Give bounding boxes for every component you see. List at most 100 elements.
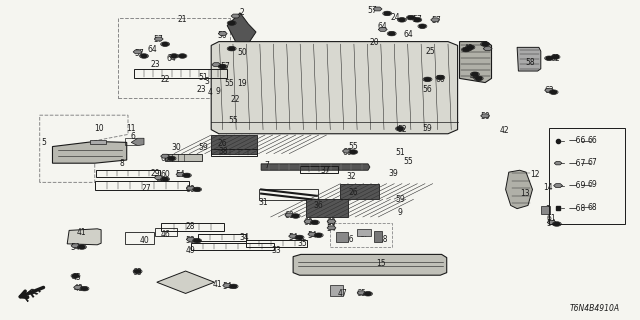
Circle shape [552,55,559,59]
Circle shape [463,48,469,51]
Bar [165,154,202,161]
Bar [541,206,550,214]
Bar [191,243,274,250]
Text: 26: 26 [218,139,228,148]
Text: —67: —67 [568,159,586,168]
Bar [549,128,625,224]
Text: 48: 48 [73,284,83,293]
Text: 41: 41 [77,228,87,237]
Text: 54: 54 [288,233,298,242]
Circle shape [141,54,147,58]
Text: 17: 17 [358,230,369,239]
Circle shape [72,274,79,277]
Text: 23: 23 [196,85,207,94]
Polygon shape [506,170,532,209]
Bar [330,223,392,247]
Circle shape [467,46,474,49]
Text: 26: 26 [348,188,358,197]
Text: 60: 60 [342,148,352,156]
Text: 34: 34 [239,233,250,242]
Circle shape [388,32,395,35]
Text: 59: 59 [395,195,405,204]
Bar [125,138,136,145]
Text: 60: 60 [284,212,294,220]
Text: 57: 57 [154,35,164,44]
Circle shape [230,285,237,288]
Polygon shape [74,285,83,289]
Polygon shape [211,42,458,134]
Bar [211,135,257,154]
Text: 57: 57 [367,6,378,15]
Text: 43: 43 [463,44,474,53]
Text: 27: 27 [141,184,151,193]
Circle shape [79,245,85,249]
Text: 58: 58 [525,58,535,67]
Text: 62: 62 [544,86,554,95]
Text: 63: 63 [132,268,143,277]
Polygon shape [161,154,170,158]
Circle shape [350,150,356,154]
Text: 55: 55 [348,142,358,151]
Text: 41: 41 [212,280,223,289]
Text: 54: 54 [175,170,186,179]
Text: 54: 54 [326,224,337,233]
Bar [95,181,189,190]
Circle shape [482,43,488,46]
Text: 54: 54 [70,243,81,252]
Text: 51: 51 [395,148,405,157]
Text: 60: 60 [303,218,314,227]
Text: 35: 35 [297,239,307,248]
Polygon shape [131,138,144,146]
Polygon shape [157,271,214,293]
Text: 50: 50 [480,112,490,121]
Circle shape [228,21,235,25]
Polygon shape [176,172,185,176]
Text: 53: 53 [186,236,196,245]
Text: 8: 8 [119,159,124,168]
Text: —69: —69 [568,181,586,190]
Text: 16: 16 [344,235,354,244]
Circle shape [437,76,444,79]
Text: 55: 55 [224,79,234,88]
Polygon shape [308,232,317,236]
Text: 66: 66 [587,136,597,145]
Circle shape [397,127,403,130]
Text: 6: 6 [131,132,136,140]
Circle shape [546,57,552,60]
Bar [198,234,246,241]
Bar [96,170,160,177]
Polygon shape [261,164,370,170]
Polygon shape [67,229,101,245]
Text: 55: 55 [228,116,239,124]
Circle shape [179,54,186,58]
Polygon shape [154,176,163,180]
Polygon shape [223,284,232,287]
Text: 64: 64 [166,54,177,63]
Bar [155,228,177,236]
Text: 60: 60 [160,154,170,163]
Circle shape [228,47,235,50]
Circle shape [554,222,560,226]
Text: 54: 54 [154,175,164,184]
Text: 39: 39 [388,169,399,178]
Polygon shape [133,50,142,54]
Text: FR.: FR. [22,284,44,304]
Text: 28: 28 [186,222,195,231]
Circle shape [194,239,200,242]
Text: 64: 64 [378,22,388,31]
Circle shape [312,221,318,224]
Text: 22: 22 [161,75,170,84]
Text: 47: 47 [337,289,348,298]
Text: 18: 18 [378,235,387,244]
Text: 46: 46 [160,230,170,239]
Circle shape [424,78,431,81]
Circle shape [220,65,226,68]
Bar [90,140,106,144]
Polygon shape [186,186,195,190]
Text: 12: 12 [531,170,540,179]
Circle shape [476,77,482,80]
Polygon shape [154,37,163,41]
Text: 64: 64 [147,45,157,54]
Circle shape [171,54,177,58]
Circle shape [399,18,405,21]
